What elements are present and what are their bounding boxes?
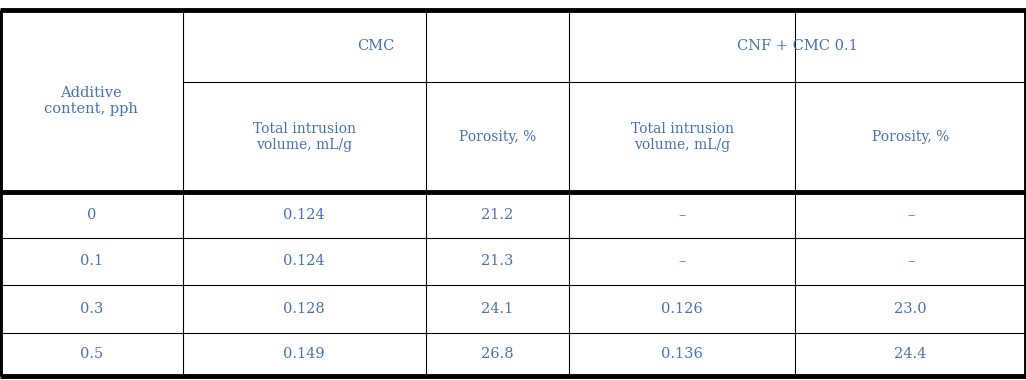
Text: 26.8: 26.8 xyxy=(481,347,514,361)
Text: 24.1: 24.1 xyxy=(481,302,514,316)
Text: 0.3: 0.3 xyxy=(80,302,103,316)
Text: –: – xyxy=(907,254,914,268)
Text: Total intrusion
volume, mL/g: Total intrusion volume, mL/g xyxy=(252,122,356,152)
Text: 21.3: 21.3 xyxy=(481,254,514,268)
Text: 23.0: 23.0 xyxy=(895,302,926,316)
Text: 0.128: 0.128 xyxy=(283,302,325,316)
Text: Additive
content, pph: Additive content, pph xyxy=(44,86,139,116)
Text: 0.5: 0.5 xyxy=(80,347,103,361)
Text: CMC: CMC xyxy=(357,39,395,52)
Text: Total intrusion
volume, mL/g: Total intrusion volume, mL/g xyxy=(631,122,734,152)
Text: –: – xyxy=(678,208,686,222)
Text: 0.124: 0.124 xyxy=(283,208,325,222)
Text: 0.1: 0.1 xyxy=(80,254,103,268)
Text: 0.136: 0.136 xyxy=(662,347,703,361)
Text: –: – xyxy=(907,208,914,222)
Text: Porosity, %: Porosity, % xyxy=(872,130,949,144)
Text: CNF + CMC 0.1: CNF + CMC 0.1 xyxy=(738,39,858,52)
Text: 0: 0 xyxy=(86,208,96,222)
Text: 21.2: 21.2 xyxy=(481,208,514,222)
Text: Porosity, %: Porosity, % xyxy=(459,130,537,144)
Text: 0.124: 0.124 xyxy=(283,254,325,268)
Text: 24.4: 24.4 xyxy=(895,347,926,361)
Text: 0.126: 0.126 xyxy=(662,302,703,316)
Text: 0.149: 0.149 xyxy=(283,347,325,361)
Text: –: – xyxy=(678,254,686,268)
